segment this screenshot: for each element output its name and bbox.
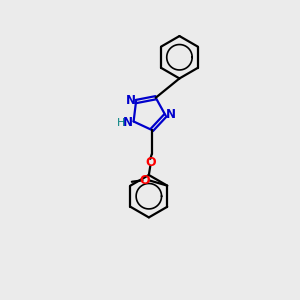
Text: O: O <box>140 174 150 187</box>
Text: O: O <box>145 156 156 169</box>
Text: N: N <box>126 94 136 107</box>
Text: N: N <box>123 116 133 129</box>
Text: H: H <box>117 118 125 128</box>
Text: N: N <box>166 108 176 121</box>
